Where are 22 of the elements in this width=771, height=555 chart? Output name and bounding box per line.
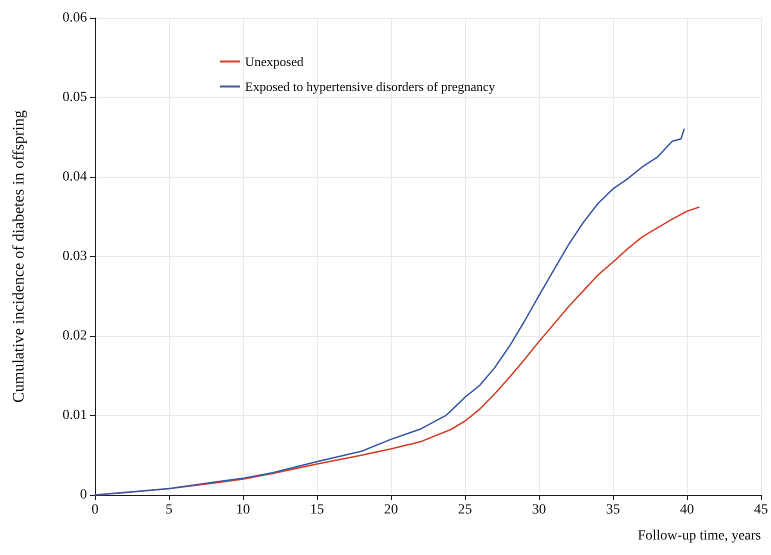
legend-label: Unexposed: [245, 54, 304, 69]
legend-label: Exposed to hypertensive disorders of pregnancy: [245, 79, 496, 94]
x-tick-label: 30: [532, 502, 546, 518]
y-axis-title: Cumulative incidence of diabetes in offspring: [10, 110, 28, 403]
x-tick-label: 15: [310, 502, 324, 518]
y-tick-label: 0.04: [62, 170, 87, 184]
line-series: [94, 128, 685, 496]
x-tick-label: 10: [236, 502, 250, 518]
y-tick-label: 0.06: [62, 10, 87, 26]
x-tick-label: 5: [166, 502, 172, 518]
y-tick-label: 0.05: [62, 90, 87, 105]
x-tick-label: 25: [458, 502, 472, 518]
x-tick-label: 35: [606, 502, 620, 518]
x-tick-label: 0: [92, 502, 98, 518]
x-tick-label: 40: [680, 502, 694, 518]
x-axis-title: Follow-up time, years: [638, 528, 761, 544]
y-tick-label: 0: [80, 488, 87, 502]
x-tick-label: 20: [384, 502, 398, 518]
x-tick-label: 45: [754, 502, 768, 518]
y-tick-label: 0.02: [62, 328, 87, 344]
y-tick-label: 0.03: [62, 249, 87, 264]
y-tick-label: 0.01: [62, 408, 87, 423]
